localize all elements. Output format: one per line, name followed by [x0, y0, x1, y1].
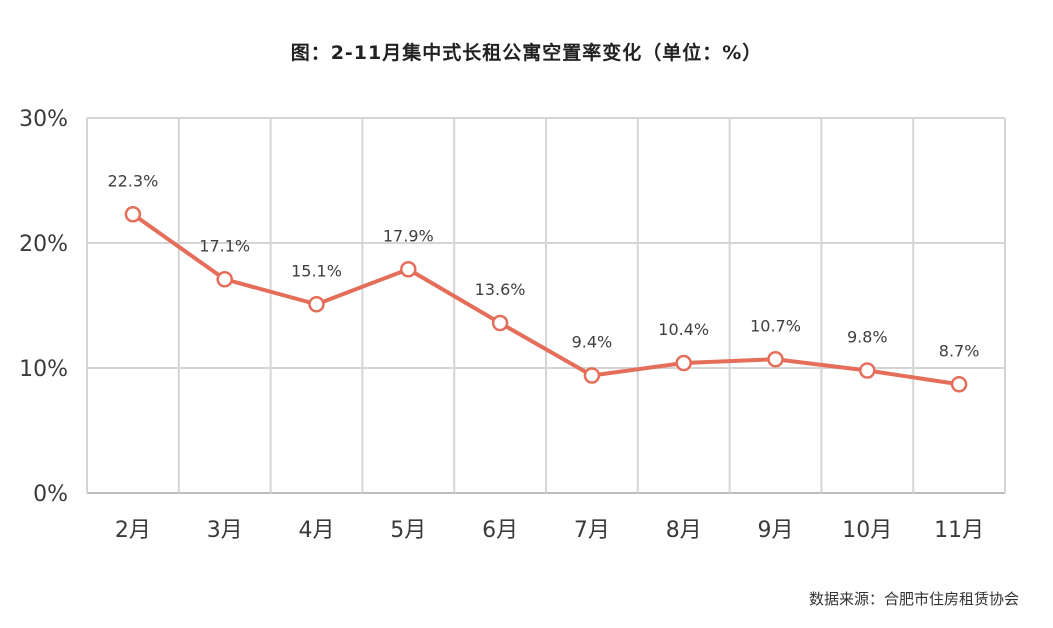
- data-point: [308, 296, 325, 313]
- data-label: 8.7%: [939, 341, 980, 360]
- x-tick-label: 4月: [299, 518, 335, 543]
- data-label: 9.4%: [572, 333, 613, 352]
- grid-layer: [86, 117, 1006, 494]
- x-tick-label: 9月: [758, 518, 794, 543]
- data-label: 17.1%: [199, 236, 250, 255]
- data-point: [491, 314, 509, 332]
- x-tick-label: 7月: [574, 518, 610, 543]
- x-axis-ticks: 2月 3月 4月 5月 6月 7月 8月 9月 10月 11月: [115, 518, 984, 543]
- data-point: [859, 362, 876, 379]
- data-point: [583, 367, 601, 384]
- data-label: 10.4%: [658, 320, 709, 339]
- y-tick-label: 30%: [19, 107, 68, 132]
- data-labels: 22.3% 17.1% 15.1% 17.9% 13.6% 9.4% 10.4% 10.7% 9…: [107, 171, 979, 360]
- data-point: [675, 354, 692, 372]
- series-line: [130, 212, 962, 387]
- data-label: 13.6%: [475, 280, 526, 299]
- data-point: [767, 351, 784, 368]
- data-point: [216, 271, 233, 288]
- data-point: [124, 206, 142, 223]
- x-tick-label: 5月: [390, 518, 426, 543]
- x-tick-label: 2月: [115, 518, 151, 543]
- source-note: 数据来源：合肥市住房租赁协会: [808, 590, 1019, 608]
- chart-title: 图：2-11月集中式长租公寓空置率变化（单位：%）: [290, 42, 763, 64]
- y-axis-ticks: 0% 10% 20% 30%: [19, 107, 68, 507]
- x-tick-label: 6月: [482, 518, 518, 543]
- x-tick-label: 10月: [842, 518, 892, 543]
- data-point: [950, 376, 968, 393]
- x-tick-label: 11月: [934, 518, 984, 543]
- data-label: 9.8%: [847, 328, 888, 347]
- data-label: 17.9%: [383, 226, 434, 245]
- x-tick-label: 3月: [207, 518, 243, 543]
- data-label: 15.1%: [291, 261, 342, 280]
- y-tick-label: 10%: [19, 357, 68, 382]
- y-tick-label: 20%: [19, 232, 68, 257]
- data-label: 22.3%: [107, 171, 158, 190]
- y-tick-label: 0%: [33, 482, 68, 507]
- x-tick-label: 8月: [666, 518, 702, 543]
- data-point: [400, 261, 417, 278]
- data-label: 10.7%: [750, 316, 801, 335]
- series-layer: [124, 206, 968, 393]
